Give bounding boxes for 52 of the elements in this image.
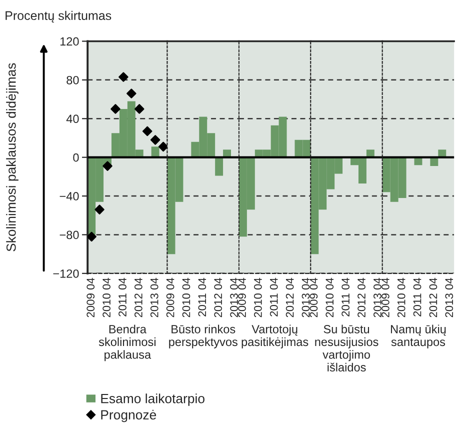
x-tick-label: 2009 04 xyxy=(166,278,174,318)
point xyxy=(134,104,144,114)
point xyxy=(110,104,120,114)
x-tick-label: 2011 04 xyxy=(413,278,422,316)
x-tick-label: 2013 04 xyxy=(150,278,158,318)
point xyxy=(102,161,112,171)
point xyxy=(94,204,104,214)
x-tick-label: 2010 04 xyxy=(397,278,406,318)
x-tick-label: 2013 04 xyxy=(302,278,310,318)
y-tick-label: −120 xyxy=(53,269,79,278)
x-tick-label: 2010 04 xyxy=(326,278,334,318)
point xyxy=(88,232,96,242)
x-tick-label: 2012 04 xyxy=(286,278,294,318)
point xyxy=(150,135,160,145)
x-tick-label: 2009 04 xyxy=(310,278,318,318)
x-tick-label: 2009 04 xyxy=(381,278,390,318)
x-tick-label: 2013 04 xyxy=(374,278,382,318)
y-tick-label: 40 xyxy=(66,114,79,124)
legend-label: Esamo laikotarpio xyxy=(101,394,204,406)
point xyxy=(142,126,152,136)
x-axis-title: Vartotojų pasitikėjimas xyxy=(242,324,308,348)
bar xyxy=(215,157,224,176)
x-axis-title: Su būstu nesusijusios vartojimo išlaidos xyxy=(315,324,378,372)
y-tick-label: −80 xyxy=(60,230,79,240)
y-axis-title: Skolinimosi paklausos didėjimas xyxy=(6,63,18,252)
legend-label: Prognozė xyxy=(101,410,156,422)
point xyxy=(158,142,168,152)
x-tick-label: 2013 04 xyxy=(445,278,454,318)
x-tick-label: 2012 04 xyxy=(429,278,438,318)
x-axis-title: Namų ūkių santaupos xyxy=(390,324,446,348)
point xyxy=(118,72,128,82)
x-axis-title: Būsto rinkos perspektyvos xyxy=(169,324,238,348)
x-tick-label: 2012 04 xyxy=(134,278,142,318)
y-tick-label: −40 xyxy=(60,192,79,200)
x-tick-label: 2013 04 xyxy=(230,278,238,318)
x-axis-title: Bendra skolinimosi paklausa xyxy=(98,324,156,362)
x-tick-label: 2010 04 xyxy=(102,278,110,318)
x-tick-label: 2012 04 xyxy=(214,278,222,318)
x-tick-label: 2011 04 xyxy=(118,278,126,316)
x-tick-label: 2011 04 xyxy=(342,278,350,316)
x-tick-label: 2010 04 xyxy=(182,278,190,318)
chart-title: Procentų skirtumas xyxy=(6,10,112,23)
point xyxy=(126,88,136,98)
y-tick-label: 80 xyxy=(66,76,79,84)
x-tick-label: 2009 04 xyxy=(86,278,95,318)
x-tick-label: 2012 04 xyxy=(358,278,366,318)
x-tick-label: 2009 04 xyxy=(238,278,246,318)
y-tick-label: 120 xyxy=(60,37,79,46)
y-tick-label: 0 xyxy=(73,153,79,162)
x-tick-label: 2011 04 xyxy=(198,278,206,316)
x-tick-label: 2011 04 xyxy=(270,278,278,316)
x-tick-label: 2010 04 xyxy=(254,278,262,318)
